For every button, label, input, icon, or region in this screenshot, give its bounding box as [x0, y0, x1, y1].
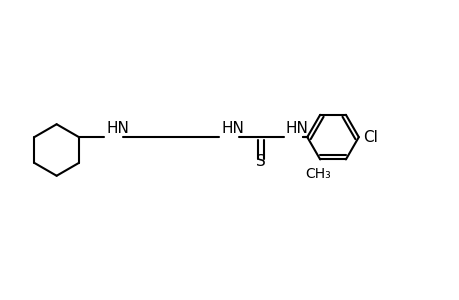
Text: S: S — [256, 154, 265, 169]
Text: HN: HN — [285, 121, 308, 136]
Text: Cl: Cl — [362, 130, 377, 145]
Text: HN: HN — [106, 121, 129, 136]
Text: CH₃: CH₃ — [304, 167, 330, 181]
Text: HN: HN — [221, 121, 244, 136]
